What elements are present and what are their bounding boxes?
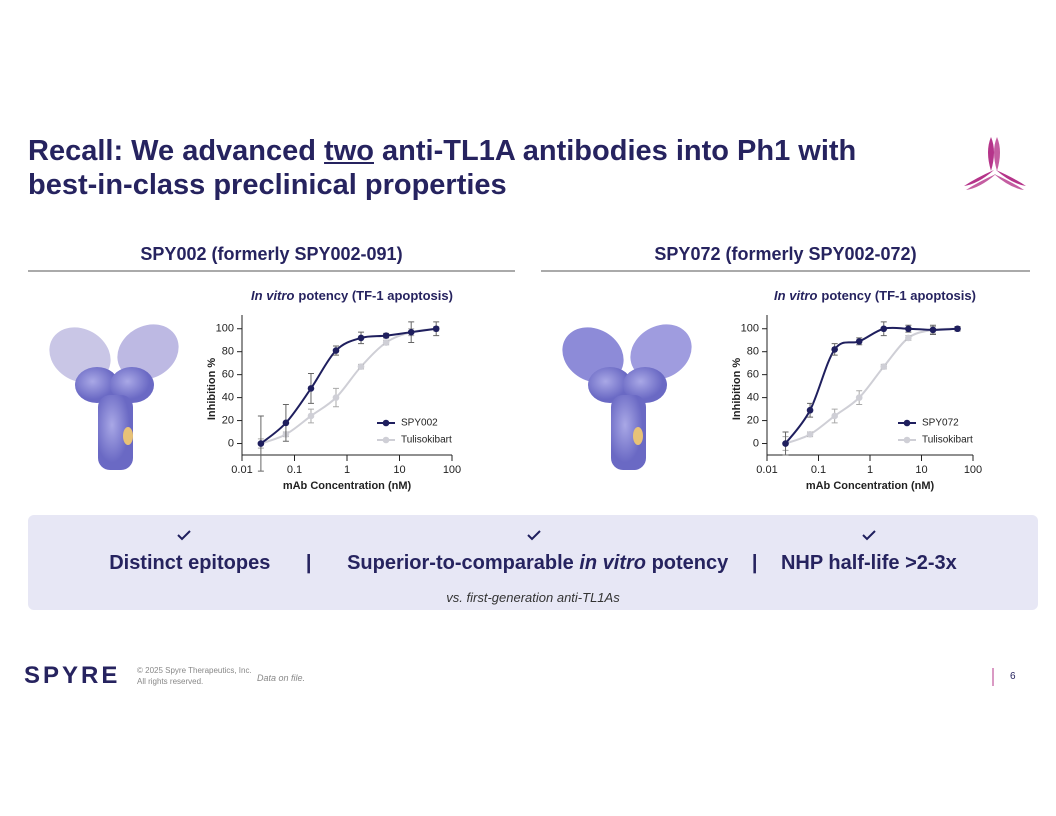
title: Recall: We advanced two anti-TL1A antibo… xyxy=(28,134,856,202)
summary-box xyxy=(28,515,1038,610)
legend-marker xyxy=(382,436,390,444)
data-point xyxy=(855,394,863,401)
legend-marker xyxy=(903,419,911,427)
legend-marker xyxy=(382,419,390,427)
legend-label: Tulisokibart xyxy=(922,435,973,446)
summary-item: potency xyxy=(651,552,729,574)
summary-item: NHP half-life >2-3x xyxy=(780,552,957,574)
copyright: © 2025 Spyre Therapeutics, Inc. xyxy=(137,666,252,675)
summary-item: Superior-to-comparable xyxy=(347,552,574,574)
data-point xyxy=(905,334,912,342)
subtitle-italic: In vitro xyxy=(251,288,294,303)
x-axis-label: mAb Concentration (nM) xyxy=(806,480,935,492)
logo-mark xyxy=(964,137,1026,190)
data-point xyxy=(432,325,440,333)
antibody-image xyxy=(49,324,179,470)
legend-label: Tulisokibart xyxy=(401,435,452,446)
x-tick-label: 0.1 xyxy=(811,464,826,476)
data-point xyxy=(357,363,365,370)
chart-subtitle: In vitro potency (TF-1 apoptosis) xyxy=(251,288,453,303)
page-number: 6 xyxy=(1010,671,1016,682)
data-point xyxy=(929,326,937,334)
summary-item: in vitro xyxy=(579,552,646,574)
data-point xyxy=(782,440,789,447)
footer-logo: SPYRE xyxy=(24,662,121,689)
rights: All rights reserved. xyxy=(137,677,204,686)
data-point xyxy=(307,385,315,392)
y-axis-label: Inhibition % xyxy=(206,358,218,421)
data-point xyxy=(880,363,888,370)
x-tick-label: 1 xyxy=(867,464,873,476)
x-axis-label: mAb Concentration (nM) xyxy=(283,480,412,492)
data-point xyxy=(332,394,340,401)
separator: | xyxy=(305,552,312,574)
data-point xyxy=(855,338,863,345)
y-tick-label: 0 xyxy=(228,437,234,449)
legend-label: SPY002 xyxy=(401,418,438,429)
data-point xyxy=(382,339,390,346)
y-tick-label: 0 xyxy=(753,437,759,449)
title-part: Recall: We advanced xyxy=(28,135,316,167)
y-tick-label: 40 xyxy=(747,392,759,404)
x-tick-label: 0.01 xyxy=(231,464,252,476)
y-tick-label: 60 xyxy=(747,369,759,381)
y-axis-label: Inhibition % xyxy=(731,358,743,421)
data-point xyxy=(257,440,265,447)
data-point xyxy=(806,431,814,438)
antibody-image xyxy=(562,324,692,470)
title-underlined: two xyxy=(324,135,374,167)
chart-subtitle: In vitro potency (TF-1 apoptosis) xyxy=(774,288,976,303)
data-point xyxy=(806,406,814,414)
x-tick-label: 100 xyxy=(964,464,982,476)
title-part: anti-TL1A antibodies into Ph1 with xyxy=(382,135,857,167)
x-tick-label: 10 xyxy=(393,464,405,476)
y-tick-label: 60 xyxy=(222,369,234,381)
summary-line: Distinct epitopes | Superior-to-comparab… xyxy=(28,552,1038,575)
legend-label: SPY072 xyxy=(922,418,959,429)
separator: | xyxy=(751,552,758,574)
data-point xyxy=(831,412,838,420)
subtitle-italic: In vitro xyxy=(774,288,817,303)
summary-note: vs. first-generation anti-TL1As xyxy=(446,590,620,605)
x-tick-label: 10 xyxy=(915,464,927,476)
y-tick-label: 100 xyxy=(216,323,234,335)
data-point xyxy=(307,412,315,420)
data-point xyxy=(382,332,390,339)
data-point xyxy=(357,334,365,342)
data-point xyxy=(831,346,838,353)
data-point xyxy=(332,347,340,354)
x-tick-label: 0.01 xyxy=(756,464,777,476)
title-part: best-in-class preclinical properties xyxy=(28,169,507,201)
y-tick-label: 80 xyxy=(222,346,234,358)
data-point xyxy=(282,419,290,427)
subtitle-text: potency (TF-1 apoptosis) xyxy=(821,288,976,303)
x-tick-label: 100 xyxy=(443,464,461,476)
data-point xyxy=(954,325,961,333)
data-point xyxy=(905,325,912,333)
y-tick-label: 20 xyxy=(747,414,759,426)
y-tick-label: 20 xyxy=(222,414,234,426)
data-point xyxy=(880,325,888,333)
data-point xyxy=(407,328,415,336)
x-tick-label: 0.1 xyxy=(287,464,302,476)
panel-heading: SPY002 (formerly SPY002-091) xyxy=(140,244,403,264)
legend-marker xyxy=(903,436,911,444)
subtitle-text: potency (TF-1 apoptosis) xyxy=(298,288,453,303)
y-tick-label: 40 xyxy=(222,392,234,404)
x-tick-label: 1 xyxy=(344,464,350,476)
y-tick-label: 100 xyxy=(741,323,759,335)
checkmarks xyxy=(177,530,876,541)
panel-heading: SPY072 (formerly SPY002-072) xyxy=(654,244,917,264)
summary-item: Distinct epitopes xyxy=(109,552,271,574)
footer-note: Data on file. xyxy=(257,673,306,683)
y-tick-label: 80 xyxy=(747,346,759,358)
